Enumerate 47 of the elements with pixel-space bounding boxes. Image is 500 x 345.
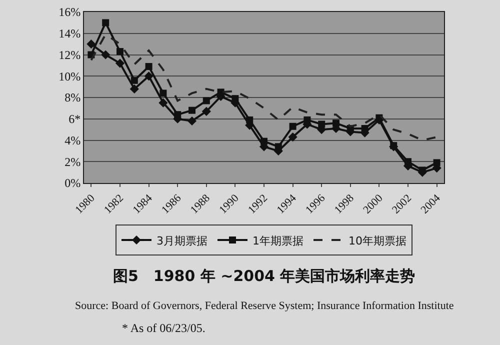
point <box>288 132 298 142</box>
source-note: Source: Board of Governors, Federal Reserve System; Insurance Information Institute <box>75 300 454 312</box>
point <box>274 143 282 150</box>
point <box>116 48 124 56</box>
point <box>433 159 440 166</box>
point <box>217 88 224 96</box>
y-tick-label: 10% <box>58 69 81 84</box>
point <box>86 40 96 49</box>
point <box>202 106 211 116</box>
point <box>289 122 296 130</box>
point <box>145 63 152 70</box>
point <box>188 106 196 114</box>
point <box>144 72 154 81</box>
point <box>361 124 368 132</box>
point <box>130 76 138 84</box>
point <box>418 166 426 174</box>
y-tick-label: 14% <box>58 26 81 41</box>
y-tick-label: 0% <box>64 176 81 190</box>
point <box>304 116 311 124</box>
legend-label: 3月期票据 <box>156 234 208 248</box>
point <box>232 95 239 102</box>
point <box>404 158 412 166</box>
y-tick-label: 4% <box>64 133 81 148</box>
point <box>332 120 340 127</box>
y-tick-label: 16% <box>58 5 81 20</box>
point <box>246 116 254 124</box>
y-tick-label: 8% <box>64 90 81 105</box>
point <box>158 98 168 108</box>
point <box>101 50 110 60</box>
point <box>318 120 326 128</box>
point <box>390 142 398 150</box>
legend-label: 10年期票据 <box>348 234 406 248</box>
y-tick-label: 6* <box>68 112 81 126</box>
text: 图5 1980 年 ~2004 年美国市场利率走势 <box>113 267 416 285</box>
point <box>202 97 210 104</box>
point <box>130 84 139 94</box>
point <box>174 111 182 118</box>
y-tick-label: 2% <box>64 154 81 169</box>
point <box>160 90 167 97</box>
text: * As of 06/23/05. <box>122 321 206 335</box>
point <box>115 58 125 68</box>
point <box>260 138 268 145</box>
y-tick-label: 12% <box>58 48 81 62</box>
point <box>102 19 110 26</box>
point <box>187 116 197 126</box>
legend-label: 1年期票据 <box>252 234 304 248</box>
line-series <box>90 33 438 142</box>
